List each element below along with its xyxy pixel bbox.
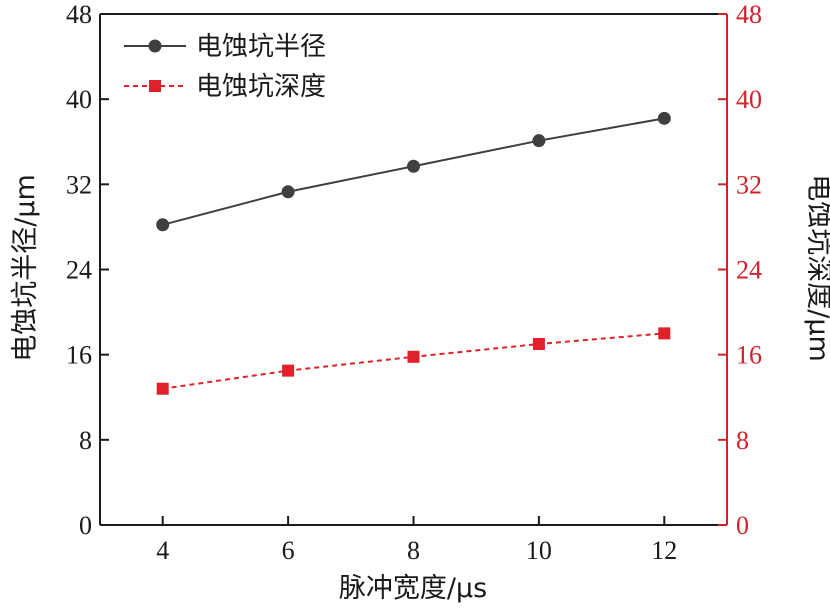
right-y-tick-label: 48 [736, 0, 762, 29]
series-layer [156, 111, 671, 395]
right-y-tick-label: 24 [736, 256, 762, 285]
left-y-tick-label: 16 [66, 341, 92, 370]
legend-marker-square [149, 80, 161, 92]
left-y-axis-title: 电蚀坑半径/μm [10, 174, 41, 362]
x-tick-label: 6 [282, 536, 295, 565]
x-tick-label: 4 [156, 536, 169, 565]
legend-marker-circle [148, 39, 162, 53]
series-2 [156, 327, 671, 395]
series-1 [156, 111, 671, 232]
left-y-tick-label: 24 [66, 256, 92, 285]
right-y-tick-label: 40 [736, 85, 762, 114]
left-y-tick-label: 8 [79, 426, 92, 455]
right-y-tick-label: 0 [736, 511, 749, 540]
x-axis: 4 6 8 10 12 [156, 516, 677, 565]
data-point-circle [156, 218, 170, 232]
left-y-tick-label: 32 [66, 170, 92, 199]
legend-label: 电蚀坑半径 [196, 32, 326, 62]
legend-item-2: 电蚀坑深度 [124, 72, 326, 102]
right-y-axis: 0 8 16 24 32 40 48 [718, 0, 762, 540]
right-y-axis-title: 电蚀坑深度/μm [803, 174, 830, 362]
data-point-square [156, 382, 169, 395]
data-point-circle [281, 185, 295, 199]
legend-item-1: 电蚀坑半径 [124, 32, 326, 62]
data-point-circle [407, 159, 420, 173]
x-axis-title: 脉冲宽度/μs [339, 573, 487, 604]
plot-frame [99, 13, 728, 526]
right-y-tick-label: 32 [736, 170, 762, 199]
x-tick-label: 12 [651, 536, 677, 565]
legend-label: 电蚀坑深度 [196, 72, 326, 102]
left-y-tick-label: 0 [79, 511, 92, 540]
right-y-tick-label: 8 [736, 426, 749, 455]
left-y-tick-label: 40 [66, 85, 92, 114]
left-y-tick-label: 48 [66, 0, 92, 29]
data-point-square [407, 350, 420, 363]
data-point-circle [657, 111, 671, 125]
x-tick-label: 10 [526, 536, 552, 565]
data-point-square [658, 327, 671, 340]
data-point-square [282, 364, 295, 377]
data-point-square [532, 338, 545, 351]
right-y-tick-label: 16 [736, 341, 762, 370]
left-y-axis: 0 8 16 24 32 40 48 [66, 0, 109, 540]
data-point-circle [532, 134, 546, 148]
x-tick-label: 8 [407, 536, 420, 565]
